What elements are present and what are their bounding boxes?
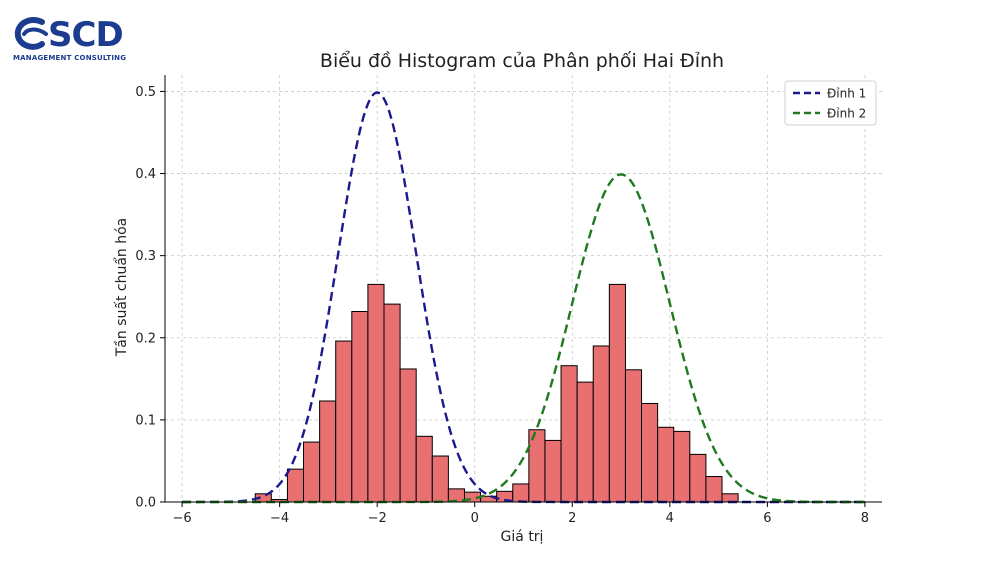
y-tick-label: 0.2 (135, 331, 156, 346)
histogram-bar (335, 340, 353, 503)
histogram-bar (592, 345, 610, 503)
histogram-bar (399, 368, 417, 503)
logo-name: SCD (48, 15, 124, 55)
legend: Đỉnh 1 Đỉnh 2 (784, 80, 877, 126)
histogram-bar (608, 283, 626, 503)
y-axis-label: Tần suất chuẩn hóa (113, 218, 130, 358)
histogram-bar (319, 400, 337, 503)
histogram-bar (544, 439, 562, 503)
bars-layer (254, 283, 739, 503)
x-tick-label: 2 (568, 511, 576, 526)
lines-layer (182, 91, 865, 504)
histogram-bar (673, 430, 691, 503)
grid-layer (165, 75, 882, 503)
x-tick-label: −6 (172, 511, 191, 526)
histogram-bar (689, 453, 707, 503)
histogram-bar (367, 283, 385, 503)
histogram-bar (286, 468, 305, 503)
ticks-layer: −6 −4 −2 0 2 4 6 8 0.0 0.1 0.2 0.3 0.4 0.5 (135, 85, 869, 526)
histogram-bar (641, 402, 659, 503)
y-tick-label: 0.3 (135, 249, 156, 264)
x-tick-label: −4 (270, 511, 289, 526)
histogram-bar (576, 381, 594, 503)
logo-swirl-icon (14, 16, 48, 50)
density-line-2 (182, 173, 865, 504)
x-tick-label: 0 (471, 511, 479, 526)
company-logo: SCD MANAGEMENT CONSULTING (12, 10, 126, 68)
histogram-bar (415, 435, 433, 503)
histogram-bar (721, 493, 739, 503)
y-tick-label: 0.1 (135, 413, 156, 428)
x-tick-label: 8 (861, 511, 869, 526)
histogram-bar (657, 426, 675, 503)
axes-layer (164, 75, 882, 503)
histogram-bar (624, 369, 643, 503)
histogram-bar (512, 483, 530, 503)
x-axis-label: Giá trị (501, 529, 544, 545)
histogram-bar (705, 476, 723, 503)
chart-title: Biểu đồ Histogram của Phân phối Hai Đỉnh (320, 50, 724, 72)
histogram-bar (528, 429, 546, 503)
histogram-bar (383, 303, 401, 503)
y-tick-label: 0.5 (135, 85, 156, 100)
y-tick-label: 0.0 (135, 496, 156, 511)
y-tick-label: 0.4 (135, 167, 156, 182)
x-tick-label: −2 (368, 511, 387, 526)
legend-label-1: Đỉnh 1 (827, 87, 866, 101)
x-tick-label: 6 (763, 511, 771, 526)
histogram-bar (431, 455, 449, 503)
x-tick-label: 4 (666, 511, 674, 526)
histogram-bar (560, 365, 578, 503)
histogram-bar (351, 310, 369, 503)
histogram-bar (303, 441, 321, 503)
density-line-1 (182, 91, 865, 504)
logo-subtitle: MANAGEMENT CONSULTING (13, 54, 127, 62)
legend-label-2: Đỉnh 2 (827, 107, 866, 121)
